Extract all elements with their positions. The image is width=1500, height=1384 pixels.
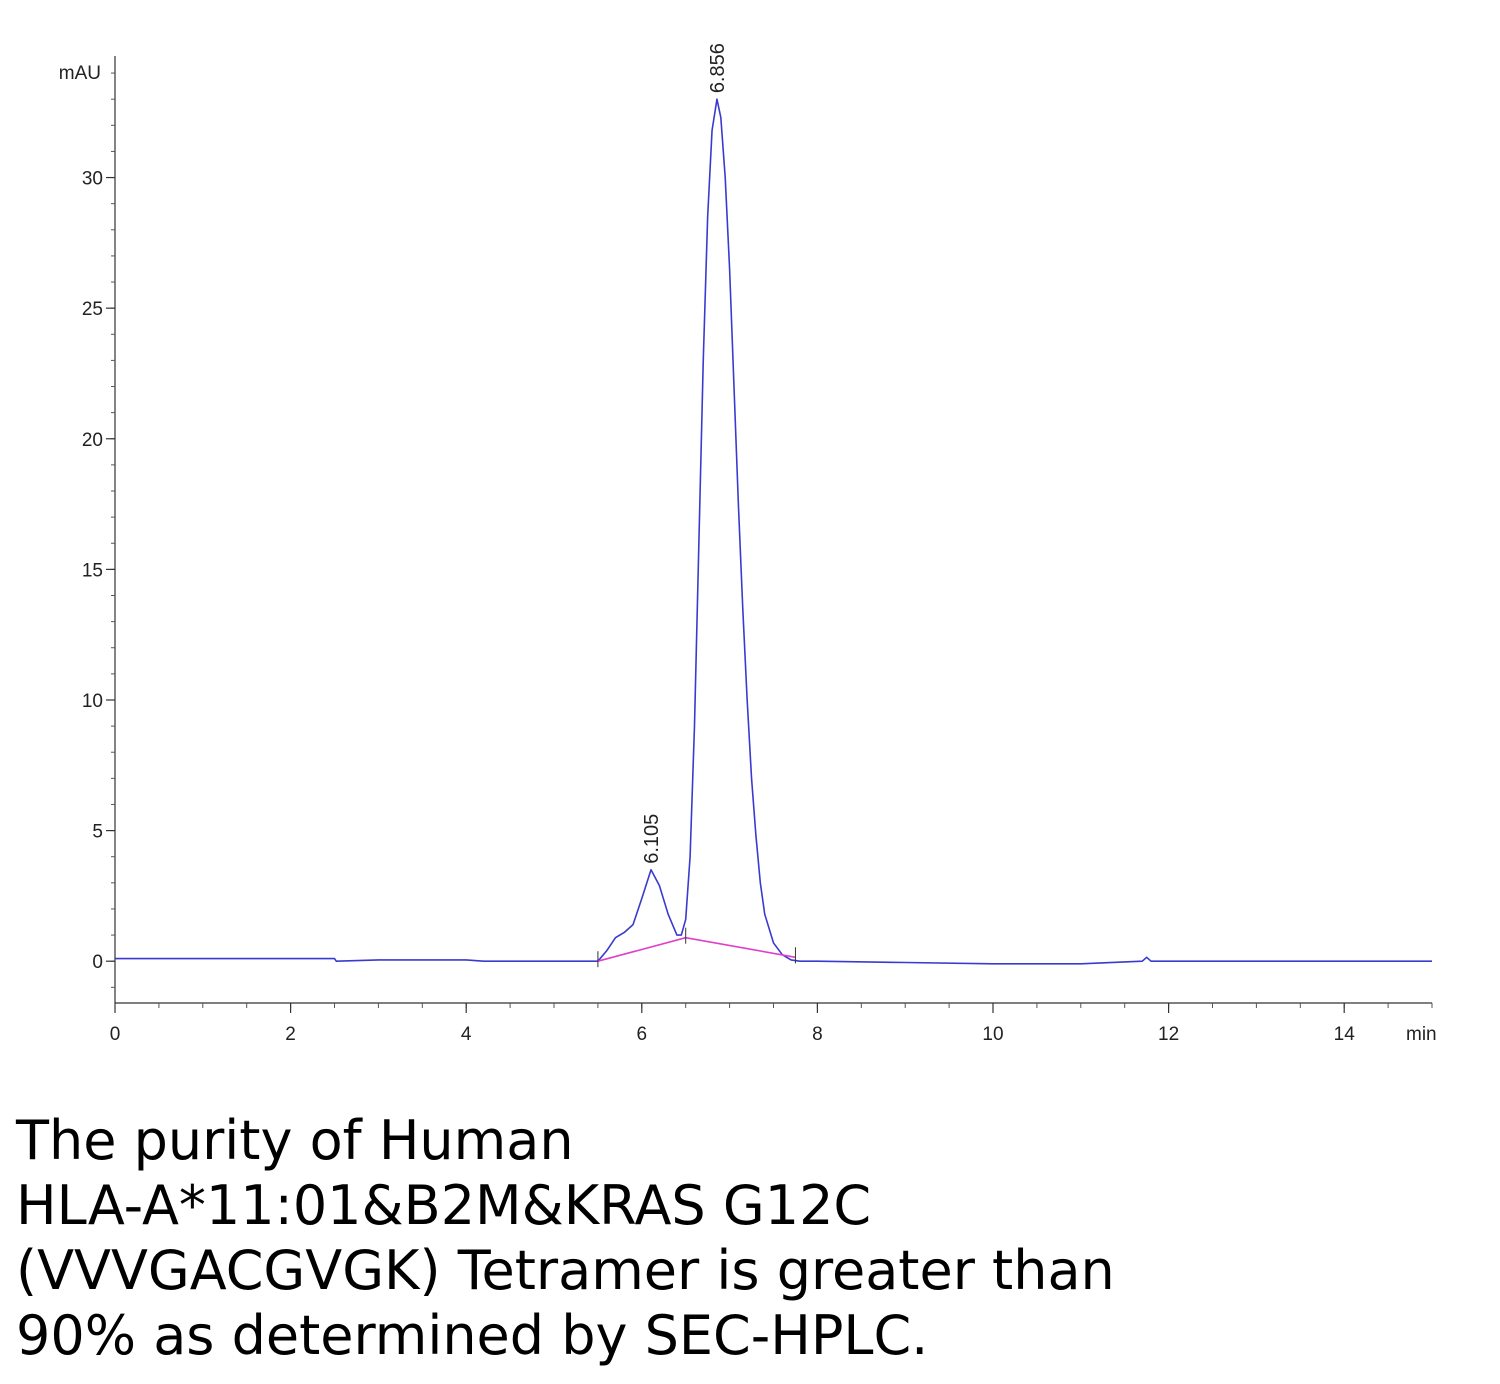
x-tick-label: 8: [812, 1024, 823, 1045]
x-axis-label: min: [1406, 1024, 1437, 1045]
chart-ticks: 0 5 10 15 20 25 30 mAU 0 2 4 6 8 10 12 14 min: [59, 63, 1437, 1045]
y-tick-label: 0: [92, 952, 103, 973]
caption-line: (VVVGACGVGK) Tetramer is greater than: [16, 1239, 1115, 1302]
x-tick-label: 6: [637, 1024, 648, 1045]
caption-line: The purity of Human: [16, 1109, 574, 1172]
chart-series: [115, 98, 1432, 965]
chart-annotations: 6.105 6.856: [597, 43, 796, 968]
signal-trace-line: [115, 98, 1432, 965]
y-tick-label: 5: [92, 822, 103, 843]
y-tick-label: 25: [82, 299, 103, 320]
x-tick-label: 10: [982, 1024, 1003, 1045]
y-tick-label: 30: [82, 169, 103, 190]
caption-line: HLA-A*11:01&B2M&KRAS G12C: [16, 1174, 872, 1237]
baseline-line: [597, 936, 796, 962]
y-tick-label: 15: [82, 560, 103, 581]
y-tick-label: 20: [82, 430, 103, 451]
x-tick-label: 12: [1158, 1024, 1179, 1045]
y-axis-label: mAU: [59, 63, 101, 84]
x-tick-label: 0: [110, 1024, 121, 1045]
x-tick-label: 2: [285, 1024, 296, 1045]
chromatogram-chart: 0 5 10 15 20 25 30 mAU 0 2 4 6 8 10 12 14 min 6.105 6.856: [59, 43, 1437, 1045]
x-tick-label: 14: [1334, 1024, 1356, 1045]
chart-axes: [114, 56, 1432, 1004]
peak-label: 6.856: [707, 43, 729, 93]
y-tick-label: 10: [82, 691, 103, 712]
x-tick-label: 4: [461, 1024, 472, 1045]
caption: The purity of Human HLA-A*11:01&B2M&KRAS…: [16, 1108, 1476, 1368]
caption-line: 90% as determined by SEC-HPLC.: [16, 1304, 929, 1367]
peak-label: 6.105: [641, 814, 663, 864]
